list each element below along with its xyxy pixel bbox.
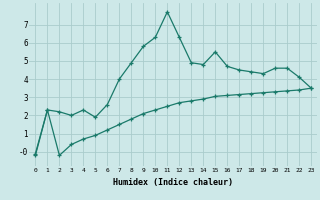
X-axis label: Humidex (Indice chaleur): Humidex (Indice chaleur) [113,178,233,187]
